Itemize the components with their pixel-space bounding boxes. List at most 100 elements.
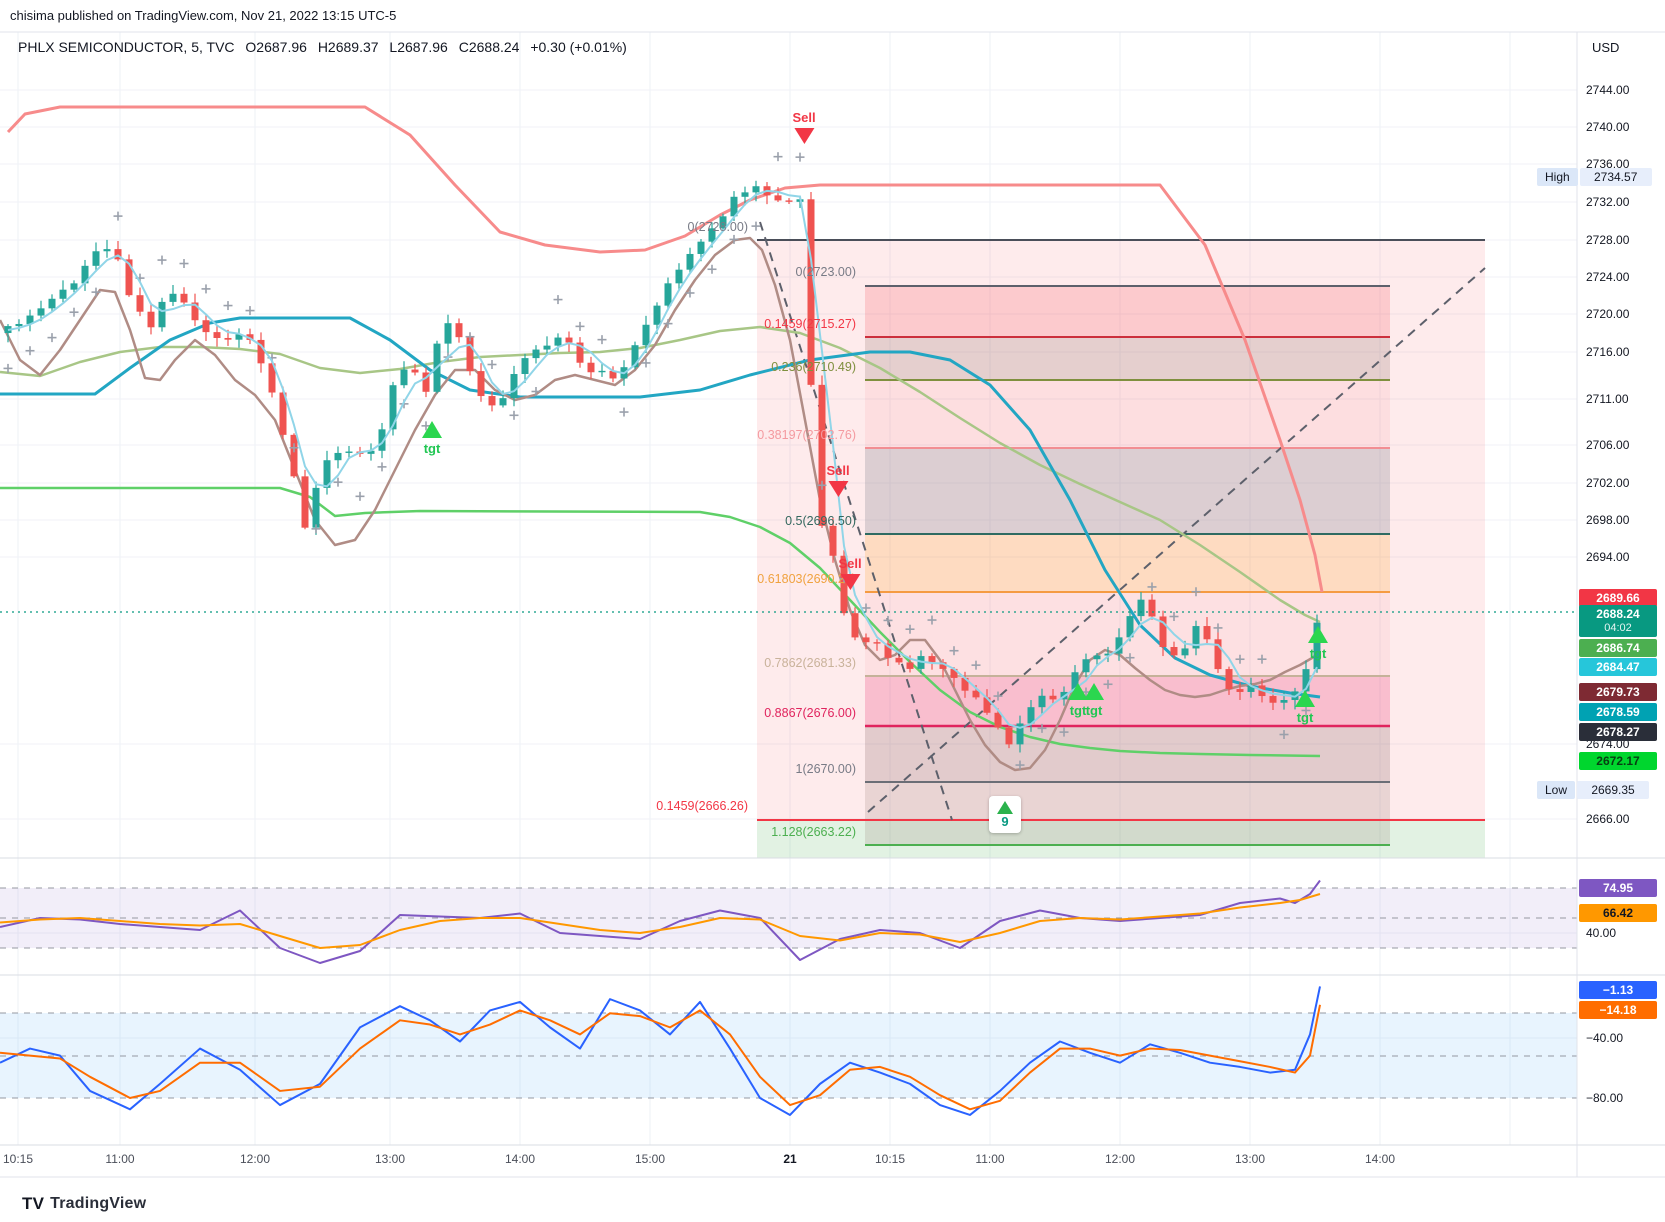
indicator-line-orange xyxy=(0,893,1321,949)
moving-average-line xyxy=(0,486,1321,758)
candle-body xyxy=(1005,727,1013,745)
fast-ema-line xyxy=(7,189,1318,729)
candle-body xyxy=(279,392,287,435)
target-triangle-icon xyxy=(1295,690,1315,707)
candle-body xyxy=(708,228,716,242)
symbol-name[interactable]: PHLX SEMICONDUCTOR, 5, TVC xyxy=(18,39,235,55)
price-tick-label: 2702.00 xyxy=(1586,476,1630,490)
time-tick-label: 14:00 xyxy=(504,1152,536,1166)
candle-body xyxy=(1049,695,1057,700)
ohlc-low: L2687.96 xyxy=(389,39,448,55)
candle-body xyxy=(576,342,584,363)
candle-body xyxy=(1280,700,1288,703)
candle-body xyxy=(1236,689,1244,692)
price-badge: 74.95 xyxy=(1579,879,1657,897)
price-badge: 2672.17 xyxy=(1579,752,1657,770)
price-tick-label: 2744.00 xyxy=(1586,83,1630,97)
currency-label: USD xyxy=(1592,40,1620,55)
sell-signal-label: Sell xyxy=(838,556,862,571)
fib-band xyxy=(865,534,1390,592)
dashed-trendline xyxy=(759,221,953,821)
candle-body xyxy=(246,334,254,340)
fib-level-label: 1(2670.00) xyxy=(795,762,856,776)
indicator-tick-label: 40.00 xyxy=(1586,926,1617,940)
time-tick-label: 11:00 xyxy=(105,1152,135,1166)
indicator-band-fill xyxy=(0,888,1577,948)
price-badge: −14.18 xyxy=(1579,1001,1657,1019)
candle-body xyxy=(411,369,419,373)
candle-body xyxy=(147,311,155,328)
time-tick-label: 10:15 xyxy=(874,1152,906,1166)
candle-body xyxy=(862,637,870,643)
candle-body xyxy=(202,320,210,333)
price-tick-label: 2706.00 xyxy=(1586,438,1630,452)
candle-body xyxy=(1159,616,1167,647)
price-tick-label: 2740.00 xyxy=(1586,120,1630,134)
target-marker: tgt xyxy=(1084,683,1104,718)
fib-band xyxy=(865,380,1390,448)
candle-body xyxy=(1148,599,1156,617)
candle-body xyxy=(488,396,496,406)
fib-level-label: 0(2728.00) xyxy=(687,220,748,234)
high-marker-badge: High 2734.57 xyxy=(1537,168,1652,186)
time-tick-label: 10:15 xyxy=(2,1152,34,1166)
candle-body xyxy=(1071,672,1079,692)
candle-body xyxy=(1203,626,1211,640)
sell-signal-label: Sell xyxy=(792,110,816,125)
candle-body xyxy=(1192,626,1200,649)
price-tick-label: 2728.00 xyxy=(1586,233,1630,247)
candle-body xyxy=(92,251,100,266)
candle-body xyxy=(1104,653,1112,656)
candle-body xyxy=(400,369,408,386)
price-tick-label: 2666.00 xyxy=(1586,812,1630,826)
indicator-line-orange xyxy=(0,1004,1321,1111)
indicator-tick-label: −80.00 xyxy=(1586,1091,1624,1105)
candle-body xyxy=(444,323,452,344)
candle-body xyxy=(686,253,694,270)
price-badge: −1.13 xyxy=(1579,981,1657,999)
candle-body xyxy=(653,305,661,325)
candle-body xyxy=(389,385,397,430)
indicator-line-purple xyxy=(0,879,1321,964)
candle-body xyxy=(466,337,474,372)
price-tick-label: 2694.00 xyxy=(1586,550,1630,564)
candle-body xyxy=(554,337,562,346)
symbol-title-bar[interactable]: PHLX SEMICONDUCTOR, 5, TVC O2687.96 H268… xyxy=(18,39,627,55)
price-badge: 2689.66 xyxy=(1579,589,1657,607)
tradingview-logo[interactable]: TV TradingView xyxy=(22,1194,146,1214)
candle-body xyxy=(169,293,177,302)
candle-body xyxy=(631,345,639,368)
candle-body xyxy=(378,429,386,451)
price-tick-label: 2716.00 xyxy=(1586,345,1630,359)
low-value: 2669.35 xyxy=(1577,781,1650,799)
candle-body xyxy=(807,199,815,385)
candle-body xyxy=(15,323,23,327)
candle-body xyxy=(609,370,617,379)
target-triangle-icon xyxy=(422,421,442,438)
target-triangle-icon xyxy=(1084,683,1104,700)
ohlc-high: H2689.37 xyxy=(317,39,379,55)
up-triangle-icon xyxy=(997,801,1013,814)
candle-body xyxy=(972,690,980,698)
candle-body xyxy=(906,662,914,669)
candle-body xyxy=(730,196,738,217)
candle-body xyxy=(499,398,507,406)
time-tick-label: 15:00 xyxy=(634,1152,666,1166)
fib-level-label: 0.8867(2676.00) xyxy=(764,706,856,720)
candle-body xyxy=(697,241,705,254)
candle-body xyxy=(939,662,947,669)
candle-body xyxy=(70,283,78,290)
candle-body xyxy=(983,697,991,713)
candle-body xyxy=(1115,637,1123,654)
moving-average-line xyxy=(6,105,1324,593)
sell-signal-marker: Sell xyxy=(792,110,816,144)
price-tick-label: 2732.00 xyxy=(1586,195,1630,209)
candle-body xyxy=(367,450,375,454)
fib-level-label: 0.236(2710.49) xyxy=(771,360,856,374)
candle-body xyxy=(521,358,529,375)
price-badge: 66.42 xyxy=(1579,904,1657,922)
candle-body xyxy=(1214,639,1222,670)
candle-body xyxy=(1313,622,1321,670)
